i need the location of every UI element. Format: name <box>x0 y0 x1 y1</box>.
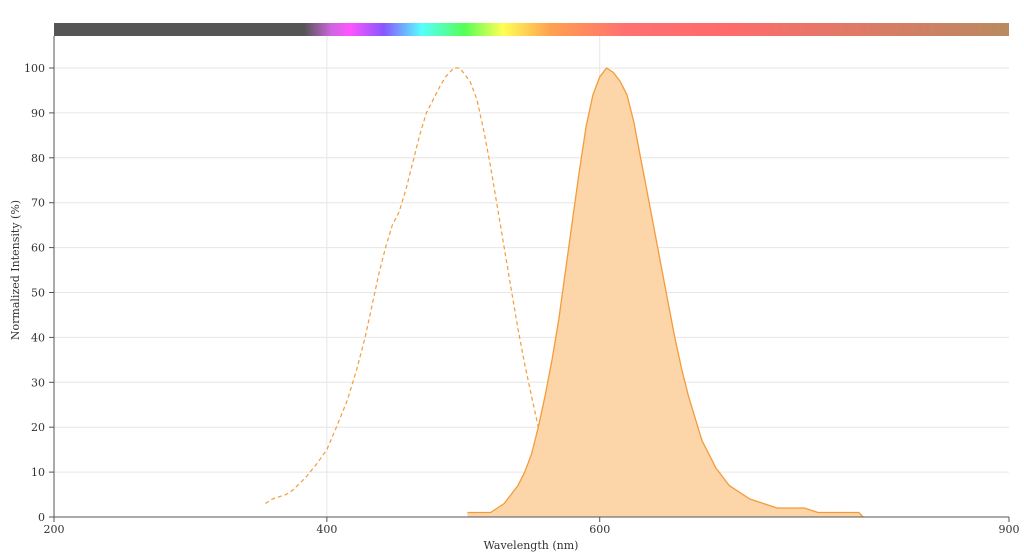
gridlines <box>54 36 1009 517</box>
emission-curve <box>467 67 864 518</box>
y-tick-label: 80 <box>31 152 45 165</box>
x-tick-label: 200 <box>44 523 65 536</box>
x-tick-label: 600 <box>589 523 610 536</box>
y-tick-label: 50 <box>31 287 45 300</box>
y-tick-label: 60 <box>31 242 45 255</box>
x-tick-label: 400 <box>316 523 337 536</box>
y-tick-label: 0 <box>38 511 45 524</box>
x-axis-title: Wavelength (nm) <box>484 539 579 552</box>
y-tick-label: 20 <box>31 421 45 434</box>
series-layer <box>265 67 864 518</box>
y-axis-ticks: 0 10 20 30 40 50 60 70 80 90 100 <box>24 62 54 524</box>
y-tick-label: 90 <box>31 107 45 120</box>
x-tick-label: 900 <box>999 523 1020 536</box>
x-axis-ticks: 200 400 600 900 <box>44 517 1020 536</box>
y-tick-label: 30 <box>31 376 45 389</box>
y-tick-label: 70 <box>31 197 45 210</box>
y-tick-label: 100 <box>24 62 45 75</box>
y-axis-title: Normalized Intensity (%) <box>9 200 22 340</box>
y-tick-label: 10 <box>31 466 45 479</box>
y-tick-label: 40 <box>31 331 45 344</box>
emission-area-fill <box>467 68 863 517</box>
spectrum-color-bar <box>54 23 1009 36</box>
